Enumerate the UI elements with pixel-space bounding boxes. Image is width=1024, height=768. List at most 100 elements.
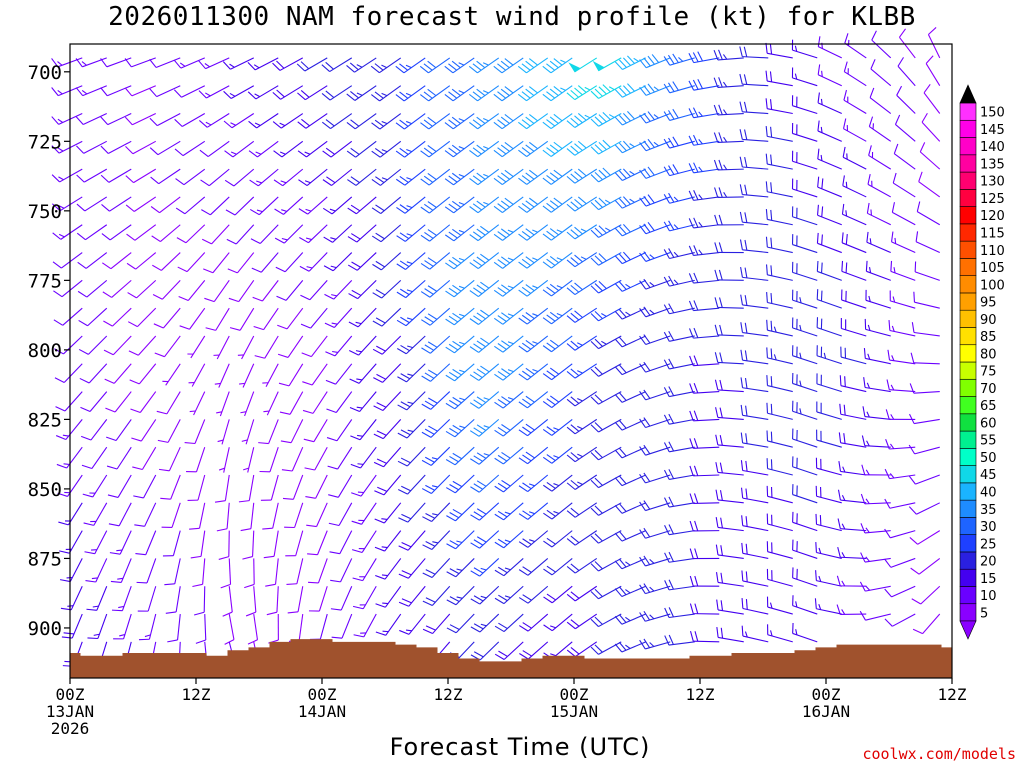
barb-feather bbox=[841, 260, 844, 272]
barb-feather bbox=[59, 550, 70, 554]
barb-feather bbox=[580, 256, 587, 260]
barb-feather bbox=[470, 570, 480, 577]
barb-feather bbox=[458, 285, 465, 289]
wind-barb bbox=[349, 363, 377, 384]
wind-barb bbox=[422, 530, 451, 551]
barb-staff bbox=[203, 586, 206, 613]
barb-feather bbox=[497, 315, 507, 322]
wind-barb bbox=[307, 530, 328, 556]
wind-barb bbox=[214, 363, 230, 388]
barb-staff bbox=[184, 196, 206, 215]
barb-feather bbox=[493, 233, 503, 241]
barb-feather bbox=[843, 404, 846, 416]
barb-feather bbox=[266, 611, 278, 616]
barb-feather bbox=[614, 532, 623, 542]
barb-feather bbox=[448, 343, 459, 351]
barb-feather bbox=[653, 141, 659, 147]
barb-feather bbox=[425, 569, 436, 575]
barb-feather bbox=[820, 126, 823, 133]
barb-staff bbox=[817, 299, 842, 309]
barb-feather bbox=[249, 179, 259, 187]
wind-barb bbox=[663, 413, 695, 425]
barb-staff bbox=[137, 307, 157, 328]
barb-feather bbox=[590, 257, 599, 266]
barb-staff bbox=[792, 577, 818, 587]
barb-staff bbox=[767, 191, 793, 198]
barb-feather bbox=[719, 407, 723, 418]
barb-feather bbox=[770, 265, 773, 276]
barb-staff bbox=[919, 151, 941, 170]
wind-barb bbox=[468, 85, 500, 102]
barb-feather bbox=[663, 249, 670, 259]
barb-feather bbox=[664, 524, 670, 535]
wind-barb bbox=[766, 319, 793, 337]
barb-staff bbox=[183, 168, 206, 186]
barb-staff bbox=[717, 444, 744, 448]
barb-feather bbox=[794, 73, 798, 80]
wind-barb bbox=[869, 87, 892, 114]
barb-staff bbox=[431, 558, 451, 578]
wind-barb bbox=[716, 599, 744, 615]
barb-feather bbox=[494, 569, 505, 577]
wind-barb bbox=[590, 196, 622, 211]
wind-barb bbox=[897, 57, 916, 87]
barb-feather bbox=[331, 294, 338, 297]
barb-feather bbox=[663, 56, 671, 66]
wind-barb bbox=[817, 64, 842, 87]
barb-feather bbox=[102, 262, 112, 270]
barb-feather bbox=[693, 382, 699, 394]
barb-feather bbox=[891, 325, 895, 332]
wind-barb bbox=[766, 541, 793, 559]
barb-feather bbox=[248, 150, 258, 158]
barb-feather bbox=[594, 477, 603, 486]
barb-feather bbox=[470, 542, 480, 549]
barb-feather bbox=[643, 444, 651, 455]
barb-feather bbox=[504, 197, 514, 205]
barb-feather bbox=[590, 618, 599, 627]
barb-feather bbox=[560, 87, 566, 91]
barb-staff bbox=[551, 418, 573, 436]
barb-feather bbox=[765, 98, 768, 109]
barb-feather bbox=[75, 58, 83, 68]
barb-feather bbox=[618, 225, 627, 235]
barb-staff bbox=[131, 85, 156, 97]
barb-feather bbox=[229, 92, 236, 97]
barb-staff bbox=[406, 363, 426, 383]
barb-staff bbox=[279, 57, 304, 71]
barb-feather bbox=[549, 256, 559, 264]
barb-feather bbox=[522, 594, 532, 601]
barb-feather bbox=[176, 237, 187, 244]
barb-feather bbox=[452, 452, 463, 460]
wind-barb bbox=[590, 585, 622, 600]
barb-feather bbox=[590, 118, 599, 127]
barb-feather bbox=[124, 116, 133, 126]
wind-barb bbox=[352, 558, 377, 582]
wind-barb bbox=[243, 447, 255, 473]
wind-barb bbox=[301, 335, 328, 358]
barb-feather bbox=[841, 609, 846, 615]
barb-feather bbox=[816, 232, 819, 244]
barb-feather bbox=[281, 237, 288, 241]
barb-feather bbox=[550, 625, 556, 629]
barb-staff bbox=[742, 580, 769, 587]
barb-staff bbox=[742, 414, 769, 420]
wind-barb bbox=[446, 530, 475, 550]
barb-feather bbox=[230, 122, 236, 126]
barb-feather bbox=[672, 81, 679, 91]
barb-feather bbox=[421, 403, 432, 410]
barb-feather bbox=[553, 141, 563, 150]
barb-feather bbox=[423, 175, 434, 183]
barb-feather bbox=[483, 453, 490, 456]
wind-barb bbox=[101, 224, 132, 241]
wind-barb bbox=[162, 363, 181, 386]
barb-staff bbox=[742, 387, 769, 393]
wind-barb bbox=[689, 355, 720, 367]
barb-feather bbox=[218, 467, 225, 471]
barb-staff bbox=[767, 440, 793, 448]
barb-staff bbox=[645, 613, 671, 622]
barb-staff bbox=[817, 242, 842, 254]
barb-feather bbox=[608, 86, 615, 91]
barb-feather bbox=[570, 201, 580, 210]
barb-feather bbox=[647, 83, 655, 93]
barb-feather bbox=[476, 200, 486, 208]
